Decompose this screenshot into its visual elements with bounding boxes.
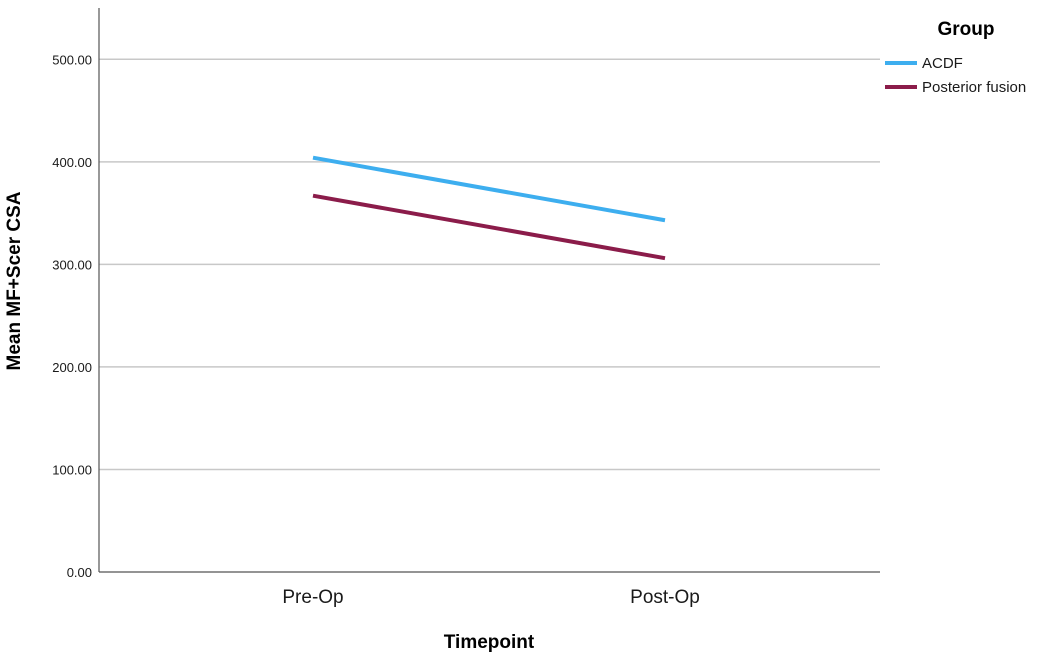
y-tick-label: 200.00 xyxy=(52,360,92,375)
legend-label: ACDF xyxy=(922,55,963,72)
y-tick-label: 300.00 xyxy=(52,257,92,272)
legend-title: Group xyxy=(938,19,995,40)
y-tick-label: 400.00 xyxy=(52,155,92,170)
x-tick-label: Post-Op xyxy=(630,587,700,608)
x-axis-title: Timepoint xyxy=(444,632,535,653)
x-tick-label: Pre-Op xyxy=(282,587,343,608)
series-line-posterior-fusion xyxy=(312,193,666,261)
axes xyxy=(98,8,880,573)
y-axis-title: Mean MF+Scer CSA xyxy=(4,191,25,370)
y-tick-label: 100.00 xyxy=(52,462,92,477)
y-axis-ticks: 0.00 100.00 200.00 300.00 400.00 500.00 xyxy=(52,52,92,580)
legend-label: Posterior fusion xyxy=(922,79,1026,96)
legend: Group ACDF Posterior fusion xyxy=(885,19,1026,96)
y-tick-label: 0.00 xyxy=(67,565,92,580)
series-line-acdf xyxy=(312,155,666,223)
gridlines xyxy=(99,58,880,471)
legend-items: ACDF Posterior fusion xyxy=(885,55,1026,96)
x-axis-ticks: Pre-Op Post-Op xyxy=(282,587,699,608)
y-tick-label: 500.00 xyxy=(52,52,92,67)
series-lines xyxy=(312,155,666,261)
